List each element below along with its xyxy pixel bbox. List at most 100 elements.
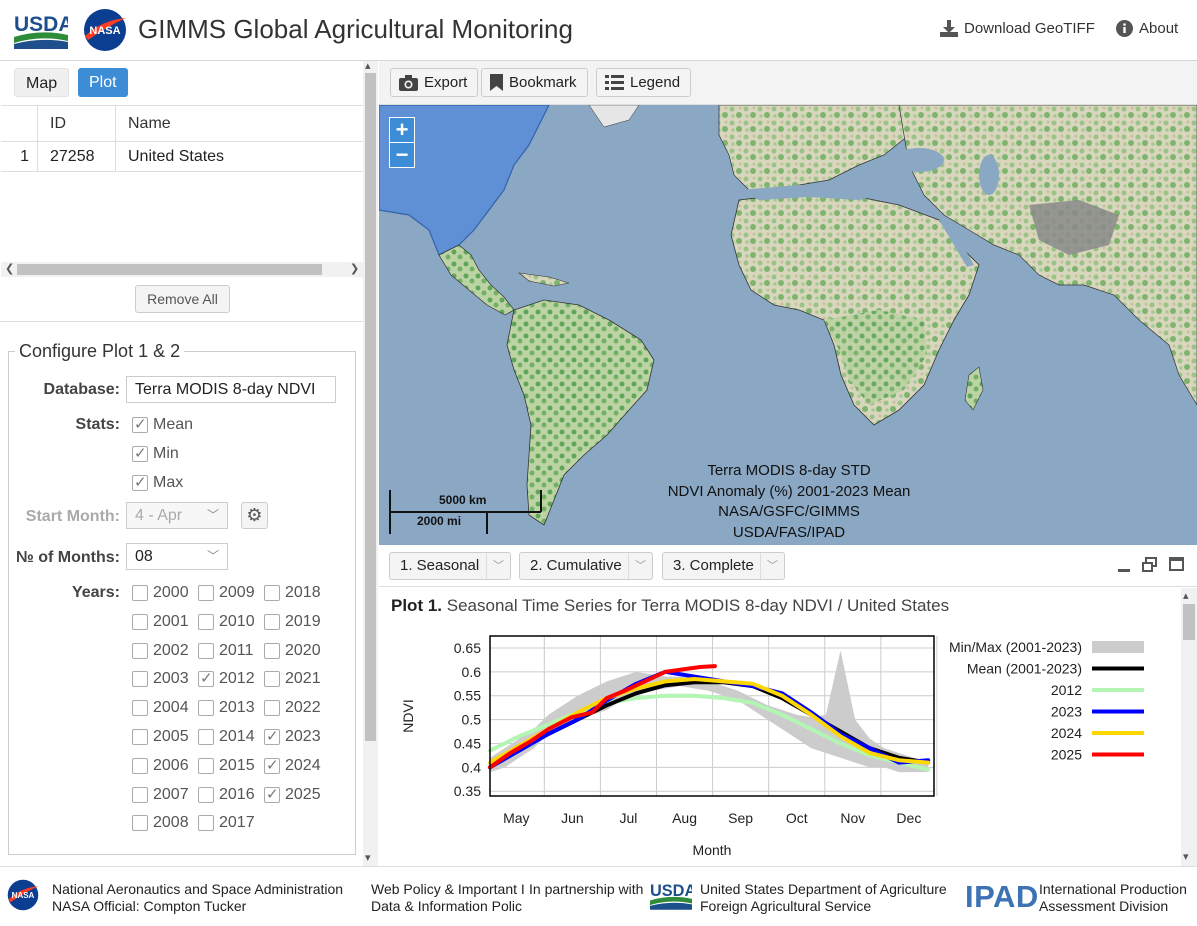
tab-cumulative[interactable]: 2. Cumulative ﹀ xyxy=(519,552,653,580)
maximize-icon[interactable] xyxy=(1169,557,1184,571)
year-checkbox-2019[interactable]: 2019 xyxy=(264,613,321,631)
stat-max-checkbox[interactable]: Max xyxy=(132,473,183,492)
stat-mean-checkbox[interactable]: Mean xyxy=(132,415,193,434)
ipad-logo[interactable]: IPAD xyxy=(965,879,1039,914)
tab-complete[interactable]: 3. Complete ﹀ xyxy=(662,552,785,580)
checkbox-icon[interactable] xyxy=(132,585,148,601)
checkbox-icon[interactable] xyxy=(132,729,148,745)
checkbox-icon[interactable] xyxy=(132,700,148,717)
checkbox-icon[interactable] xyxy=(132,642,148,659)
export-button[interactable]: Export xyxy=(390,68,479,97)
scroll-up-icon[interactable]: ▴ xyxy=(1183,590,1189,602)
nasa-footer-logo[interactable]: NASA xyxy=(6,879,40,911)
checkbox-icon[interactable] xyxy=(198,613,214,630)
scroll-left-icon[interactable]: ❮ xyxy=(5,263,15,275)
checkbox-icon[interactable] xyxy=(198,786,214,803)
year-checkbox-2017[interactable]: 2017 xyxy=(198,814,255,832)
checkbox-icon[interactable] xyxy=(132,786,148,803)
year-checkbox-2012[interactable]: 2012 xyxy=(198,669,255,688)
scrollbar-thumb[interactable] xyxy=(17,264,322,275)
map-view[interactable]: + − Terra MODIS 8-day STD NDVI Anomaly (… xyxy=(379,105,1197,545)
year-checkbox-2009[interactable]: 2009 xyxy=(198,584,255,602)
about-button[interactable]: About xyxy=(1116,20,1178,37)
zoom-out-button[interactable]: − xyxy=(389,142,415,168)
start-month-settings-button[interactable]: ⚙ xyxy=(241,502,268,529)
year-checkbox-2018[interactable]: 2018 xyxy=(264,584,321,602)
year-checkbox-2008[interactable]: 2008 xyxy=(132,814,189,832)
stat-min-checkbox[interactable]: Min xyxy=(132,444,179,463)
checkbox-icon[interactable] xyxy=(132,444,148,462)
year-checkbox-2006[interactable]: 2006 xyxy=(132,757,189,775)
year-checkbox-2002[interactable]: 2002 xyxy=(132,642,189,660)
year-checkbox-2020[interactable]: 2020 xyxy=(264,642,321,660)
checkbox-icon[interactable] xyxy=(132,415,148,433)
column-header-name[interactable]: Name xyxy=(116,106,363,142)
checkbox-icon[interactable] xyxy=(264,585,280,601)
tab-map[interactable]: Map xyxy=(14,68,70,97)
scroll-up-icon[interactable]: ▴ xyxy=(365,60,371,72)
year-checkbox-2003[interactable]: 2003 xyxy=(132,670,189,688)
checkbox-icon[interactable] xyxy=(198,700,214,717)
checkbox-icon[interactable] xyxy=(264,727,280,745)
scroll-down-icon[interactable]: ▾ xyxy=(365,852,371,864)
year-checkbox-2005[interactable]: 2005 xyxy=(132,728,189,746)
checkbox-icon[interactable] xyxy=(264,671,280,688)
table-cell-id[interactable]: 27258 xyxy=(38,142,116,172)
web-policy-link[interactable]: Web Policy & Important Il xyxy=(371,881,524,897)
checkbox-icon[interactable] xyxy=(198,815,214,832)
checkbox-icon[interactable] xyxy=(198,585,214,601)
year-checkbox-2010[interactable]: 2010 xyxy=(198,613,255,631)
year-checkbox-2024[interactable]: 2024 xyxy=(264,756,321,775)
checkbox-icon[interactable] xyxy=(264,785,280,803)
year-checkbox-2022[interactable]: 2022 xyxy=(264,699,321,717)
year-checkbox-2015[interactable]: 2015 xyxy=(198,757,255,775)
checkbox-icon[interactable] xyxy=(264,642,280,659)
tab-seasonal[interactable]: 1. Seasonal ﹀ xyxy=(389,552,511,580)
chevron-down-icon[interactable]: ﹀ xyxy=(486,553,510,579)
table-cell-name[interactable]: United States xyxy=(116,142,363,172)
months-select[interactable]: 08 ﹀ xyxy=(126,543,228,570)
year-checkbox-2004[interactable]: 2004 xyxy=(132,699,189,717)
year-checkbox-2014[interactable]: 2014 xyxy=(198,728,255,746)
zoom-in-button[interactable]: + xyxy=(389,117,415,143)
horizontal-scrollbar[interactable]: ❮ ❯ xyxy=(1,262,363,277)
scrollbar-thumb[interactable] xyxy=(1183,604,1195,640)
checkbox-icon[interactable] xyxy=(264,756,280,774)
checkbox-icon[interactable] xyxy=(264,700,280,717)
download-geotiff-button[interactable]: Download GeoTIFF xyxy=(940,20,1095,37)
checkbox-icon[interactable] xyxy=(132,473,148,491)
data-policy-link[interactable]: Data & Information Polic xyxy=(371,898,522,914)
year-checkbox-2025[interactable]: 2025 xyxy=(264,785,321,804)
year-checkbox-2016[interactable]: 2016 xyxy=(198,786,255,804)
database-field[interactable]: Terra MODIS 8-day NDVI xyxy=(126,376,336,403)
legend-button[interactable]: Legend xyxy=(596,68,692,97)
chevron-down-icon[interactable]: ﹀ xyxy=(628,553,652,579)
table-cell-num[interactable]: 1 xyxy=(1,142,38,172)
year-checkbox-2021[interactable]: 2021 xyxy=(264,670,321,688)
tab-plot[interactable]: Plot xyxy=(78,68,128,97)
checkbox-icon[interactable] xyxy=(132,815,148,832)
scroll-right-icon[interactable]: ❯ xyxy=(350,263,360,275)
year-checkbox-2013[interactable]: 2013 xyxy=(198,699,255,717)
checkbox-icon[interactable] xyxy=(264,613,280,630)
column-header-id[interactable]: ID xyxy=(38,106,116,142)
usda-logo[interactable]: USDA xyxy=(14,11,68,49)
year-checkbox-2000[interactable]: 2000 xyxy=(132,584,189,602)
year-checkbox-2001[interactable]: 2001 xyxy=(132,613,189,631)
chevron-down-icon[interactable]: ﹀ xyxy=(760,553,784,579)
checkbox-icon[interactable] xyxy=(132,671,148,688)
scrollbar-thumb[interactable] xyxy=(365,73,376,741)
year-checkbox-2011[interactable]: 2011 xyxy=(198,642,253,660)
year-checkbox-2007[interactable]: 2007 xyxy=(132,786,189,804)
minimize-icon[interactable] xyxy=(1117,561,1131,573)
checkbox-icon[interactable] xyxy=(198,669,214,688)
usda-footer-logo[interactable]: USDA xyxy=(650,879,692,911)
scroll-down-icon[interactable]: ▾ xyxy=(1183,851,1189,863)
start-month-select[interactable]: 4 - Apr ﹀ xyxy=(126,502,228,529)
checkbox-icon[interactable] xyxy=(198,729,214,745)
checkbox-icon[interactable] xyxy=(198,757,214,774)
bookmark-button[interactable]: Bookmark xyxy=(481,68,588,97)
checkbox-icon[interactable] xyxy=(132,757,148,774)
vertical-scrollbar[interactable]: ▴ ▾ xyxy=(363,60,378,866)
restore-icon[interactable] xyxy=(1142,557,1158,572)
